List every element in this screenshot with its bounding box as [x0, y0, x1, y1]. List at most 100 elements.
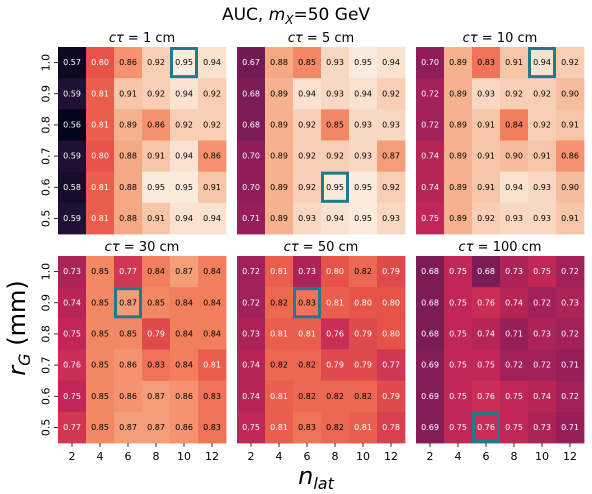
heatmap-cell — [321, 202, 350, 235]
heatmap-cell — [556, 256, 585, 288]
heatmap-cell — [377, 78, 406, 110]
cell-value-label: 0.93 — [533, 183, 551, 192]
heatmap-cell — [142, 47, 171, 79]
cell-value-label: 0.91 — [203, 183, 221, 192]
heatmap-cell — [114, 349, 143, 382]
heatmap-cell — [170, 318, 199, 350]
cell-value-label: 0.89 — [270, 214, 288, 223]
cell-value-label: 0.80 — [382, 298, 400, 307]
cell-value-label: 0.82 — [354, 267, 372, 276]
x-axis-label: nlat — [298, 462, 334, 493]
heatmap-cell — [237, 411, 266, 444]
heatmap-cell — [321, 171, 350, 204]
heatmap-cell — [293, 47, 322, 79]
cell-value-label: 0.89 — [449, 214, 467, 223]
cell-value-label: 0.75 — [449, 298, 467, 307]
heatmap-cell — [237, 256, 266, 288]
panel-title-value: = 50 cm — [299, 240, 359, 255]
cell-value-label: 0.86 — [119, 361, 137, 370]
cell-value-label: 0.75 — [505, 392, 523, 401]
heatmap-cell — [142, 140, 171, 173]
heatmap-cell — [170, 411, 199, 444]
cell-value-label: 0.85 — [91, 298, 109, 307]
cell-value-label: 0.89 — [449, 183, 467, 192]
cell-value-label: 0.90 — [561, 89, 579, 98]
heatmap-cell — [321, 349, 350, 382]
heatmap-cell — [86, 380, 115, 413]
heatmap-cell — [237, 287, 266, 319]
heatmap-cell — [86, 171, 115, 204]
cell-value-label: 0.92 — [533, 120, 551, 129]
cell-value-label: 0.89 — [270, 152, 288, 161]
heatmap-cell — [170, 78, 199, 110]
heatmap-cell — [237, 140, 266, 173]
panel-title-value: = 10 cm — [478, 31, 538, 46]
cell-value-label: 0.69 — [421, 361, 439, 370]
heatmap-cell — [321, 380, 350, 413]
cell-value-label: 0.84 — [203, 267, 221, 276]
y-tick-label: 0.5 — [40, 210, 53, 228]
cell-value-label: 0.68 — [421, 267, 439, 276]
heatmap-cell — [556, 202, 585, 235]
cell-value-label: 0.75 — [63, 329, 81, 338]
heatmap-cell — [142, 78, 171, 110]
cell-value-label: 0.76 — [477, 392, 495, 401]
heatmap-cell — [58, 47, 87, 79]
cell-value-label: 0.82 — [326, 423, 344, 432]
y-tick-label: 1.0 — [40, 54, 53, 71]
cell-value-label: 0.85 — [119, 329, 137, 338]
y-axis-label-sub: G — [15, 353, 34, 365]
cell-value-label: 0.82 — [354, 392, 372, 401]
heatmap-cell — [321, 411, 350, 444]
cell-value-label: 0.95 — [175, 183, 193, 192]
cell-value-label: 0.86 — [119, 58, 137, 67]
heatmap-cell — [265, 318, 294, 350]
heatmap-cell — [500, 202, 529, 235]
cell-value-label: 0.87 — [119, 298, 137, 307]
heatmap-cell — [500, 256, 529, 288]
cell-value-label: 0.75 — [421, 214, 439, 223]
cell-value-label: 0.74 — [63, 298, 81, 307]
heatmap-cell — [416, 109, 445, 141]
heatmap-cell — [198, 287, 227, 319]
panel-title: cτ = 100 cm — [459, 240, 542, 255]
heatmap-cell — [265, 47, 294, 79]
heatmap-cell — [114, 318, 143, 350]
cell-value-label: 0.89 — [449, 58, 467, 67]
cell-value-label: 0.94 — [298, 89, 316, 98]
heatmap-cell — [86, 256, 115, 288]
heatmap-panel: cτ = 100 cm 0.68 0.75 0.68 0.73 0.75 0.72 0.68 0… — [416, 240, 585, 463]
cell-value-label: 0.81 — [91, 183, 109, 192]
cell-value-label: 0.91 — [477, 183, 495, 192]
heatmap-cell — [265, 287, 294, 319]
cell-value-label: 0.79 — [147, 329, 165, 338]
cell-value-label: 0.82 — [298, 361, 316, 370]
cell-value-label: 0.74 — [242, 361, 260, 370]
heatmap-cell — [528, 349, 557, 382]
cell-value-label: 0.83 — [203, 423, 221, 432]
cell-value-label: 0.94 — [203, 214, 221, 223]
cell-value-label: 0.81 — [270, 423, 288, 432]
cell-value-label: 0.73 — [533, 423, 551, 432]
cell-value-label: 0.88 — [119, 183, 137, 192]
heatmap-cell — [198, 202, 227, 235]
x-tick-label: 6 — [483, 450, 490, 463]
cell-value-label: 0.93 — [505, 214, 523, 223]
x-tick-label: 8 — [332, 450, 339, 463]
heatmap-cell — [265, 171, 294, 204]
cell-value-label: 0.84 — [175, 298, 193, 307]
cell-value-label: 0.72 — [533, 298, 551, 307]
cell-value-label: 0.74 — [533, 392, 551, 401]
heatmap-cell — [114, 287, 143, 319]
heatmap-cell — [349, 349, 378, 382]
y-tick-label: 0.6 — [40, 388, 53, 406]
y-tick-label: 1.0 — [40, 263, 53, 281]
heatmap-cell — [198, 140, 227, 173]
cell-value-label: 0.78 — [382, 423, 400, 432]
heatmap-cell — [556, 47, 585, 79]
heatmap-cell — [321, 287, 350, 319]
cell-value-label: 0.81 — [91, 89, 109, 98]
heatmap-cell — [416, 202, 445, 235]
heatmap-cell — [500, 411, 529, 444]
best-cell-highlight — [321, 171, 349, 203]
